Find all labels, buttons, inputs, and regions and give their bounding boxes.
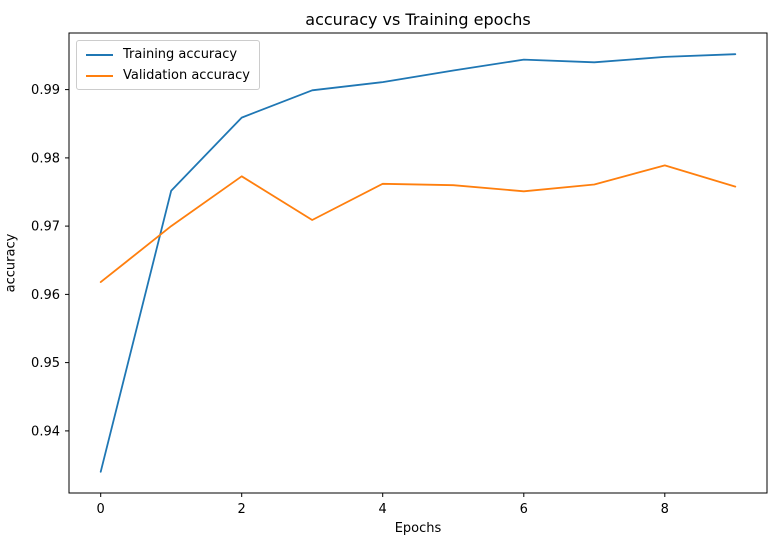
y-tick-label: 0.96	[31, 288, 60, 303]
legend: Training accuracy Validation accuracy	[76, 40, 260, 90]
y-tick-label: 0.97	[31, 220, 60, 235]
x-axis-label: Epochs	[394, 521, 442, 536]
x-tick-label: 2	[238, 502, 246, 517]
legend-label-validation: Validation accuracy	[123, 68, 250, 83]
y-tick-label: 0.99	[31, 83, 60, 98]
y-tick-label: 0.98	[31, 151, 60, 166]
x-tick-label: 8	[661, 502, 669, 517]
axes-spines	[68, 32, 768, 494]
y-axis-label: accuracy	[3, 233, 19, 293]
legend-label-training: Training accuracy	[123, 47, 238, 62]
x-tick-label: 0	[97, 502, 105, 517]
training-line-swatch	[86, 53, 113, 56]
training-accuracy-line	[99, 53, 737, 473]
chart-title: accuracy vs Training epochs	[305, 10, 531, 29]
y-tick-label: 0.94	[31, 424, 60, 439]
y-tick-label: 0.95	[31, 356, 60, 371]
legend-item-validation-accuracy: Validation accuracy	[86, 67, 250, 84]
x-tick-label: 6	[520, 502, 528, 517]
legend-item-training-accuracy: Training accuracy	[86, 46, 250, 63]
validation-accuracy-line	[99, 164, 737, 284]
validation-line-swatch	[86, 74, 113, 77]
x-tick-label: 4	[379, 502, 387, 517]
